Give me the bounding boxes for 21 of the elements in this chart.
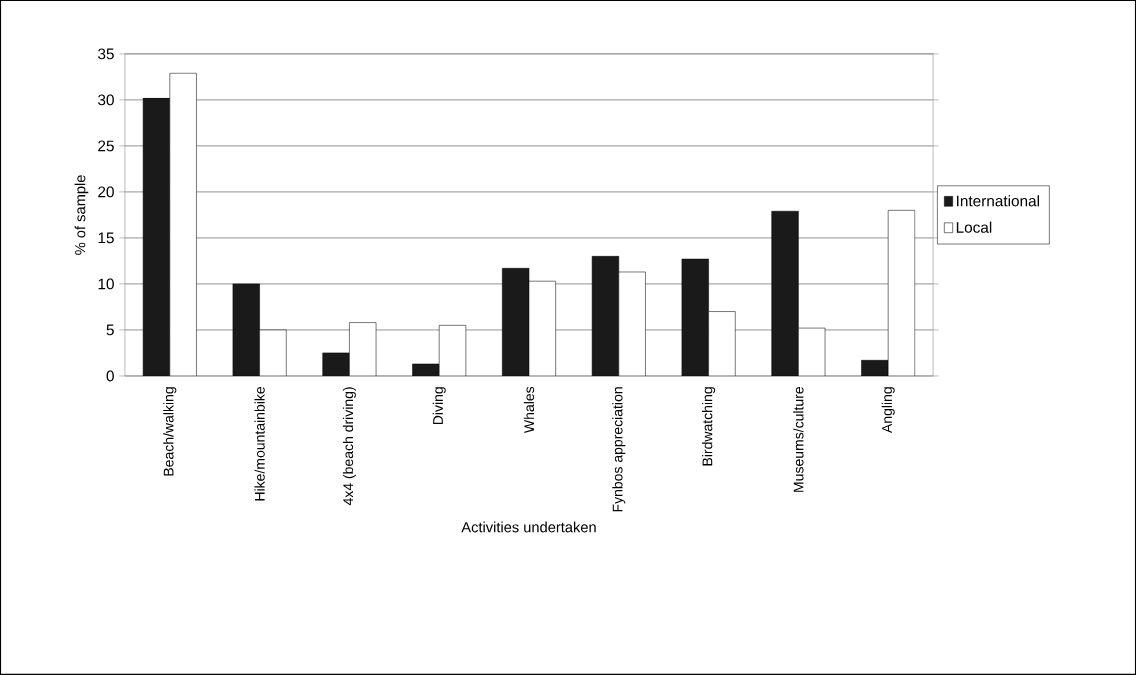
y-tick-label: 25	[98, 140, 114, 152]
y-axis-title: % of sample	[74, 175, 89, 255]
x-tick-label: Birdwatching	[702, 387, 716, 466]
x-tick-label: Hike/mountainbike	[254, 387, 265, 501]
x-tick-label: Angling	[881, 387, 895, 434]
y-tick-label: 10	[98, 278, 114, 290]
y-tick-label: 30	[98, 94, 114, 106]
legend-label: International	[957, 195, 1039, 207]
x-tick-label: Museums/culture	[793, 387, 804, 492]
legend-label: Local	[956, 221, 992, 233]
x-axis-title: Activities undertaken	[461, 521, 596, 533]
y-tick-label: 0	[106, 370, 114, 382]
x-tick-label: Beach/walking	[163, 387, 177, 476]
y-tick-label: 20	[98, 186, 114, 198]
x-tick-label: 4x4 (beach driving)	[342, 387, 356, 506]
x-tick-label: Whales	[523, 386, 535, 434]
x-tick-label: Fynbos appreciation	[612, 387, 626, 512]
y-tick-label: 15	[98, 232, 114, 244]
y-tick-label: 5	[106, 324, 114, 336]
y-tick-label: 35	[98, 48, 114, 60]
x-tick-label: Diving	[432, 387, 446, 425]
